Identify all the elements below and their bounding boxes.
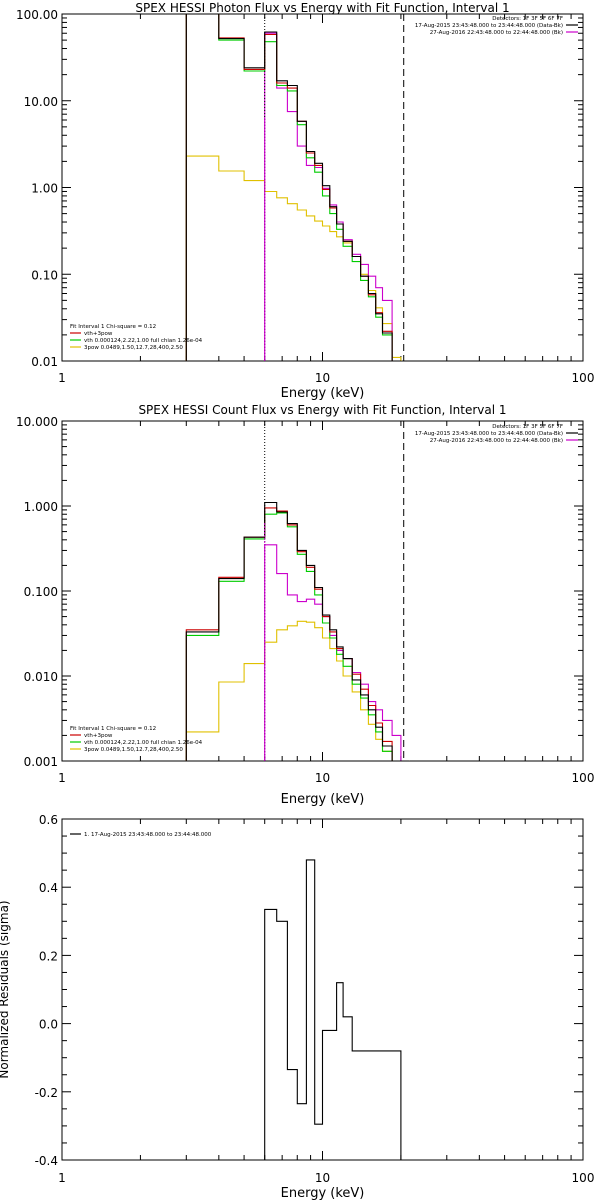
x-tick-label: 1: [58, 1171, 66, 1185]
legend-entry: vth+3pow: [84, 331, 113, 337]
x-tick-label: 100: [572, 371, 595, 385]
y-tick-label: 0.2: [39, 949, 58, 963]
y-tick-label: 100.00: [16, 8, 58, 22]
chart-title: SPEX HESSI Photon Flux vs Energy with Fi…: [135, 1, 509, 15]
info-line: 17-Aug-2015 23:43:48.000 to 23:44:48.000…: [415, 23, 563, 29]
legend-title: Fit Interval 1 Chi-square = 0.12: [70, 324, 156, 330]
legend-entry: vth 0.000124,2.22,1.00 full chian 1.26e-…: [84, 740, 203, 746]
series-data: [185, 501, 410, 761]
x-axis-label: Energy (keV): [281, 1186, 365, 1200]
series-vth: [185, 14, 401, 361]
y-tick-label: 0.6: [39, 813, 58, 827]
legend-entry: 3pow 0.0489,1.50,12.7,28,400,2.50: [84, 747, 183, 753]
series-3pow: [185, 155, 402, 361]
x-axis-label: Energy (keV): [281, 386, 365, 401]
info-line: Detectors: 1F 3F 5F 6F 7F: [492, 16, 563, 22]
x-tick-label: 10: [315, 371, 330, 385]
y-tick-label: 0.100: [24, 585, 58, 599]
info-line: 27-Aug-2016 22:43:48.000 to 22:44:48.000…: [430, 438, 563, 444]
y-tick-label: 10.00: [24, 95, 58, 109]
x-tick-label: 1: [58, 771, 66, 785]
chart-panel-3: 1 10 100 Energy (keV) -0.4 -0.2 0.0 0.2 0.4 0.6 No…: [0, 813, 594, 1200]
series-data: [185, 14, 401, 361]
y-tick-label: 1.000: [24, 500, 58, 514]
y-tick-label: 0.01: [31, 355, 58, 369]
series-total: [185, 14, 401, 361]
series-bk: [264, 32, 401, 361]
legend-entry: 1. 17-Aug-2015 23:43:48.000 to 23:44:48.…: [84, 832, 212, 838]
legend-entry: vth+3pow: [84, 733, 113, 739]
y-tick-label: 0.4: [39, 881, 58, 895]
series-data: [264, 859, 402, 1160]
x-tick-label: 100: [572, 1171, 595, 1185]
x-tick-label: 10: [315, 771, 330, 785]
x-tick-label: 100: [572, 771, 595, 785]
legend-title: Fit Interval 1 Chi-square = 0.12: [70, 726, 156, 732]
y-axis-label: Normalized Residuals (sigma): [0, 900, 11, 1078]
info-line: Detectors: 1F 3F 5F 6F 7F: [492, 424, 563, 430]
legend-entry: vth 0.000124,2.22,1.00 full chian 1.26e-…: [84, 338, 203, 344]
y-tick-label: -0.4: [35, 1154, 58, 1168]
legend-entry: 3pow 0.0489,1.50,12.7,28,400,2.50: [84, 345, 183, 351]
chart-panel-2: SPEX HESSI Count Flux vs Energy with Fit…: [16, 403, 594, 807]
y-tick-label: 0.001: [24, 755, 58, 769]
info-line: 17-Aug-2015 23:43:48.000 to 23:44:48.000…: [415, 431, 563, 437]
y-tick-label: -0.2: [35, 1086, 58, 1100]
x-tick-label: 10: [315, 1171, 330, 1185]
y-tick-label: 0.0: [39, 1018, 58, 1032]
x-tick-label: 1: [58, 371, 66, 385]
info-line: 27-Aug-2016 22:43:48.000 to 22:44:48.000…: [430, 30, 563, 36]
y-tick-label: 10.000: [16, 415, 58, 429]
chart-panel-1: SPEX HESSI Photon Flux vs Energy with Fi…: [16, 1, 594, 401]
chart-title: SPEX HESSI Count Flux vs Energy with Fit…: [138, 403, 506, 417]
y-tick-label: 1.00: [31, 182, 58, 196]
x-axis-label: Energy (keV): [281, 792, 365, 807]
y-tick-label: 0.10: [31, 268, 58, 282]
series-3pow: [185, 620, 410, 761]
y-tick-label: 0.010: [24, 670, 58, 684]
